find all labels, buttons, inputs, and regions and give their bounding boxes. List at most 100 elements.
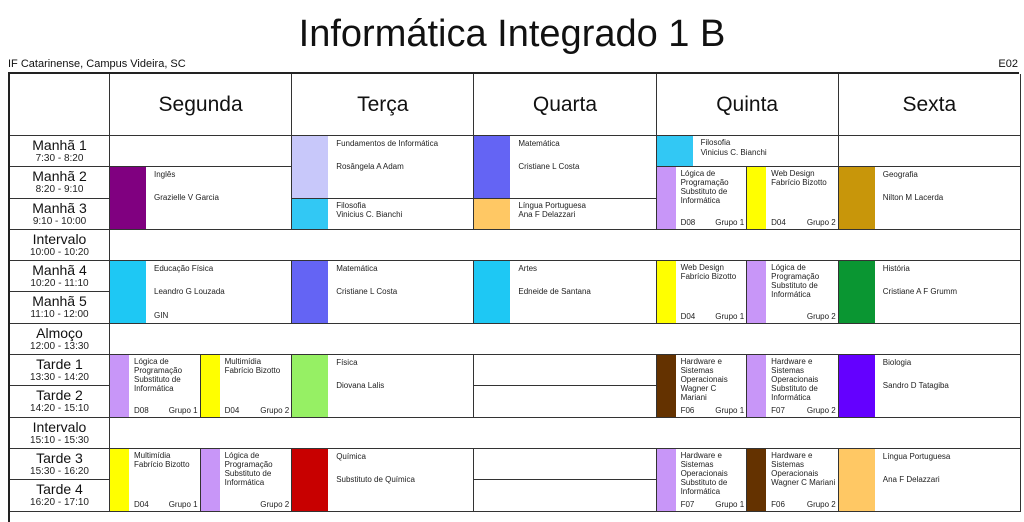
class-info: Química Substituto de Química	[336, 449, 471, 511]
time-slot: Tarde 2 14:20 - 15:10	[10, 386, 110, 418]
teacher-name: Substituto de Informática	[771, 281, 818, 300]
subject-name: Artes	[518, 264, 538, 274]
subject-block: Biologia Sandro D Tatagiba	[838, 355, 1020, 417]
subject-name: Biologia	[882, 358, 912, 368]
class-info: Educação Física Leandro G Louzada GIN	[154, 261, 289, 323]
subject-block: Filosofia Vinicius C. Bianchi	[292, 198, 473, 229]
empty-cell	[474, 355, 657, 387]
subject-name: Hardware e Sistemas Operacionais	[771, 357, 819, 385]
class-cell: Inglês Grazielle V Garcia	[110, 167, 293, 230]
subject-color-bar	[110, 167, 146, 229]
subject-color-bar	[838, 261, 875, 323]
subject-color-bar	[656, 448, 676, 511]
subject-name: Geografia	[882, 170, 918, 180]
class-cell: Filosofia Vinicius C. Bianchi	[292, 198, 475, 230]
slot-time: 8:20 - 9:10	[35, 184, 84, 196]
slot-time: 13:30 - 14:20	[30, 372, 89, 384]
subject-name: Língua Portuguesa	[882, 451, 951, 461]
subject-name: Matemática	[518, 139, 560, 148]
subject-name: Química	[336, 451, 366, 461]
slot-time: 16:20 - 17:10	[30, 497, 89, 509]
empty-cell	[474, 448, 657, 481]
room-label: GIN	[154, 311, 169, 321]
teacher-name: Vinicius C. Bianchi	[336, 210, 403, 220]
subject-color-bar	[747, 355, 767, 417]
slot-name: Intervalo	[32, 230, 87, 247]
time-slot: Almoço 12:00 - 13:30	[10, 323, 110, 356]
class-cell: História Cristiane A F Grumm	[838, 261, 1021, 324]
corner-cell	[10, 74, 110, 136]
group-label: Grupo 2	[260, 405, 290, 415]
class-info: Filosofia Vinicius C. Bianchi	[701, 136, 836, 166]
room-label: D04	[680, 311, 696, 321]
slot-name: Tarde 3	[36, 449, 83, 466]
subject-block: Matemática Cristiane L Costa	[474, 136, 655, 198]
teacher-name: Substituto de Informática	[680, 187, 728, 206]
class-info: Multimídia Fabrício Bizotto D04 Grupo 2	[225, 355, 290, 417]
teacher-name: Fabrício Bizotto	[134, 459, 190, 469]
slot-name: Almoço	[36, 324, 83, 341]
subject-name: Matemática	[336, 264, 378, 274]
teacher-name: Nilton M Lacerda	[882, 193, 944, 203]
teacher-name: Substituto de Química	[336, 474, 415, 484]
class-info: Lógica de Programação Substituto de Infor…	[681, 167, 745, 229]
class-info: Fundamentos de Informática Rosângela A Ad…	[336, 136, 471, 198]
class-cell: Web Design Fabrício Bizotto D04 Grupo 1 Lógi…	[656, 261, 839, 324]
teacher-name: Fabrício Bizotto	[224, 366, 281, 376]
subject-block: Artes Edneide de Santana	[474, 261, 655, 323]
class-cell: Matemática Cristiane L Costa	[474, 136, 657, 199]
subject-color-bar	[474, 261, 511, 323]
teacher-name: Substituto de Informática	[134, 375, 181, 394]
group-block: Lógica de Programação Substituto de Infor…	[200, 448, 292, 511]
subject-color-bar	[292, 136, 329, 198]
subject-name: Filosofia	[336, 200, 366, 210]
slot-name: Manhã 2	[32, 168, 87, 185]
group-label: Grupo 1	[168, 405, 198, 415]
slot-time: 12:00 - 13:30	[30, 340, 89, 352]
room-label: F06	[680, 405, 695, 415]
subject-block: Física Diovana Lalis	[292, 355, 473, 417]
teacher-name: Ana F Delazzari	[882, 474, 940, 484]
time-slot: Manhã 3 9:10 - 10:00	[10, 198, 110, 230]
group-block: Web Design Fabrício Bizotto D04 Grupo 2	[747, 167, 838, 229]
class-cell: Hardware e Sistemas Operacionais Wagner C…	[656, 355, 839, 418]
class-info: Artes Edneide de Santana	[518, 261, 653, 323]
timetable: Segunda Terça Quarta Quinta Sexta Manhã 1 7:30…	[8, 72, 1021, 522]
subject-color-bar	[200, 448, 220, 511]
subject-color-bar	[838, 448, 875, 511]
group-label: Grupo 2	[806, 499, 836, 509]
teacher-name: Diovana Lalis	[336, 381, 385, 391]
group-label: Grupo 2	[806, 217, 836, 227]
group-block: Multimídia Fabrício Bizotto D04 Grupo 1	[110, 448, 201, 511]
subject-block: Filosofia Vinicius C. Bianchi	[656, 136, 838, 167]
page-title: Informática Integrado 1 B	[298, 13, 726, 55]
group-block: Web Design Fabrício Bizotto D04 Grupo 1	[656, 261, 748, 323]
class-info: Hardware e Sistemas Operacionais Wagner C…	[771, 449, 836, 511]
subject-color-bar	[474, 136, 511, 198]
break-row	[110, 323, 1021, 356]
class-cell: Hardware e Sistemas Operacionais Substitu…	[656, 448, 839, 512]
subject-block: Matemática Cristiane L Costa	[292, 261, 473, 323]
slot-name: Intervalo	[32, 418, 87, 435]
teacher-name: Sandro D Tatagiba	[882, 381, 949, 391]
subject-name: Física	[336, 358, 358, 368]
class-info: Geografia Nilton M Lacerda	[883, 167, 1018, 229]
room-label: F06	[771, 499, 785, 509]
subject-name: Hardware e Sistemas Operacionais	[680, 450, 728, 478]
group-label: Grupo 1	[715, 405, 745, 415]
time-slot: Tarde 4 16:20 - 17:10	[10, 480, 110, 512]
teacher-name: Fabrício Bizotto	[680, 272, 737, 282]
teacher-name: Cristiane A F Grumm	[882, 287, 957, 297]
slot-time: 10:20 - 11:10	[30, 278, 89, 290]
subject-color-bar	[747, 167, 767, 229]
slot-name: Tarde 2	[36, 387, 83, 404]
subject-name: Lógica de Programação	[680, 169, 729, 188]
break-row	[110, 229, 1021, 262]
subject-color-bar	[838, 167, 875, 229]
slot-name: Tarde 1	[36, 356, 83, 373]
class-info: Biologia Sandro D Tatagiba	[883, 355, 1018, 417]
subject-color-bar	[200, 355, 220, 417]
subject-name: Filosofia	[700, 138, 731, 147]
slot-name: Tarde 4	[36, 481, 83, 498]
class-cell: Geografia Nilton M Lacerda	[838, 167, 1021, 230]
